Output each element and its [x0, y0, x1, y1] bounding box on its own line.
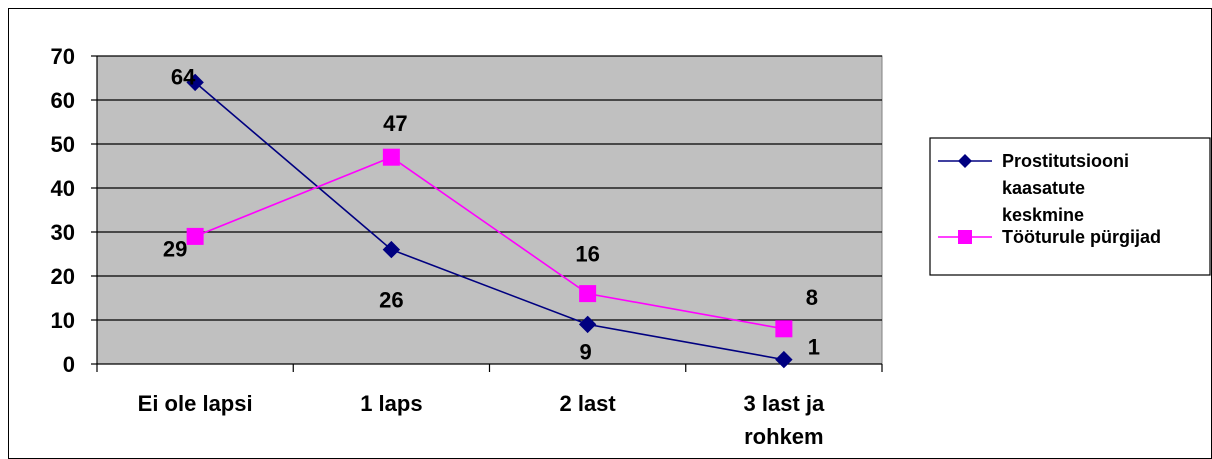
data-label: 9 [580, 339, 592, 364]
x-tick-label-line: 1 laps [360, 391, 422, 416]
data-label: 8 [806, 285, 818, 310]
x-tick-label-line: 3 last ja [744, 391, 825, 416]
data-label: 16 [575, 242, 599, 267]
y-tick-label: 50 [51, 132, 75, 157]
y-tick-label: 40 [51, 176, 75, 201]
data-label: 1 [808, 335, 820, 360]
diamond-marker [186, 73, 204, 92]
square-marker [186, 227, 204, 245]
data-label: 47 [383, 111, 407, 136]
series-line [194, 156, 785, 330]
y-tick-label: 70 [51, 44, 75, 69]
square-marker [579, 285, 597, 303]
y-tick-label: 10 [51, 308, 75, 333]
square-marker [775, 320, 793, 338]
legend-label-line: Tööturule pürgijad [1002, 227, 1161, 247]
x-tick-label-line: rohkem [744, 424, 823, 449]
diamond-marker [578, 315, 597, 334]
legend-label: Tööturule pürgijad [1002, 227, 1161, 247]
x-tick-label: 3 last ja rohkem [744, 391, 825, 449]
y-tick-label: 0 [63, 352, 75, 377]
data-label: 64 [171, 64, 196, 89]
x-tick-label-line: 2 last [559, 391, 616, 416]
x-tick-label: 1 laps [360, 391, 422, 416]
legend-label-line: kaasatute [1002, 178, 1085, 198]
legend-diamond-marker [958, 154, 972, 168]
legend-label-line: keskmine [1002, 205, 1084, 225]
data-label: 26 [379, 288, 403, 313]
x-tick-label-line: Ei ole lapsi [138, 391, 253, 416]
diamond-marker [775, 350, 793, 369]
square-marker [382, 148, 400, 166]
y-tick-label: 60 [51, 88, 75, 113]
y-tick-label: 20 [51, 264, 75, 289]
diamond-marker [382, 240, 401, 259]
series-line [194, 81, 785, 361]
x-tick-label: Ei ole lapsi [138, 391, 253, 416]
plot-area [96, 55, 883, 365]
legend-square-marker [958, 230, 972, 244]
legend-label: Prostitutsiooni kaasatute keskmine [1002, 151, 1129, 225]
legend-label-line: Prostitutsiooni [1002, 151, 1129, 171]
x-tick-label: 2 last [559, 391, 616, 416]
data-label: 29 [163, 236, 187, 261]
y-tick-label: 30 [51, 220, 75, 245]
